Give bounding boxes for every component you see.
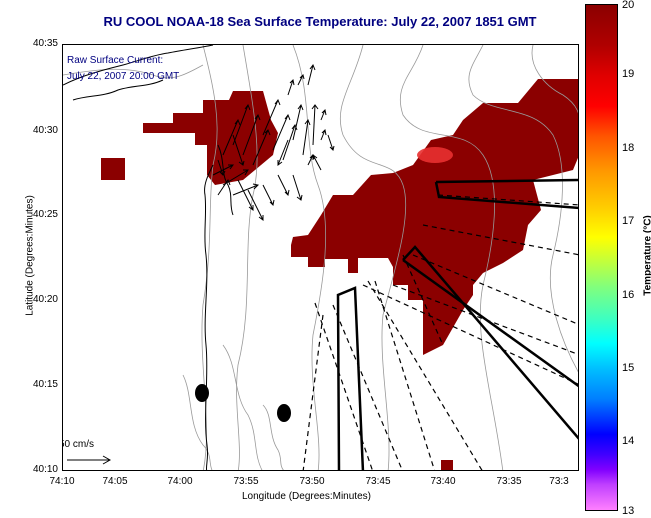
xtick-label: 73:45 [365,476,391,487]
colorbar-label: Temperature (°C) [642,215,651,296]
colorbar-tick: 16 [622,289,635,301]
ytick-label: 40:10 [32,464,58,475]
sst-patch-small-west [101,158,125,180]
mooring-2 [277,404,291,422]
map-plot-area: Raw Surface Current: July 22, 2007 20:00… [62,44,579,471]
colorbar-tick: 17 [622,215,635,227]
ytick-label: 40:20 [32,294,58,305]
xtick-label: 74:05 [102,476,128,487]
transect-lines [302,194,578,470]
ytick-label: 40:15 [32,379,58,390]
colorbar-tick: 19 [622,68,635,80]
sst-map [63,45,578,470]
coastline [63,45,234,470]
scale-arrow [67,455,112,465]
temperature-colorbar [585,4,618,511]
xtick-label: 74:00 [167,476,193,487]
colorbar-tick: 18 [622,142,635,154]
ytick-label: 40:30 [32,125,58,136]
y-axis-label: Latitude (Degrees:Minutes) [24,195,36,316]
colorbar-tick: 13 [622,505,635,517]
sst-patch-south [441,460,453,470]
survey-boxes [336,178,578,470]
surface-current-arrows [212,63,335,221]
current-legend-line1: Raw Surface Current: [67,55,164,66]
colorbar-tick: 15 [622,362,635,374]
current-legend-line2: July 22, 2007 20:00 GMT [67,71,180,82]
ytick-label: 40:35 [32,38,58,49]
xtick-label: 73:50 [299,476,325,487]
colorbar-tick: 14 [622,435,635,447]
xtick-label: 73:40 [430,476,456,487]
sst-patches [101,79,578,470]
mooring-1 [195,384,209,402]
map-title: RU COOL NOAA-18 Sea Surface Temperature:… [103,14,537,29]
bathymetry-contours [63,45,578,470]
colorbar-tick: 20 [622,0,635,11]
sst-hotspot [417,147,453,163]
xtick-label: 73:3 [549,476,569,487]
sst-patch-east [291,79,578,355]
x-axis-label: Longitude (Degrees:Minutes) [242,491,371,502]
scale-label: 50 cm/s [62,439,95,450]
ytick-label: 40:25 [32,209,58,220]
xtick-label: 73:55 [233,476,259,487]
xtick-label: 73:35 [496,476,522,487]
xtick-label: 74:10 [49,476,75,487]
